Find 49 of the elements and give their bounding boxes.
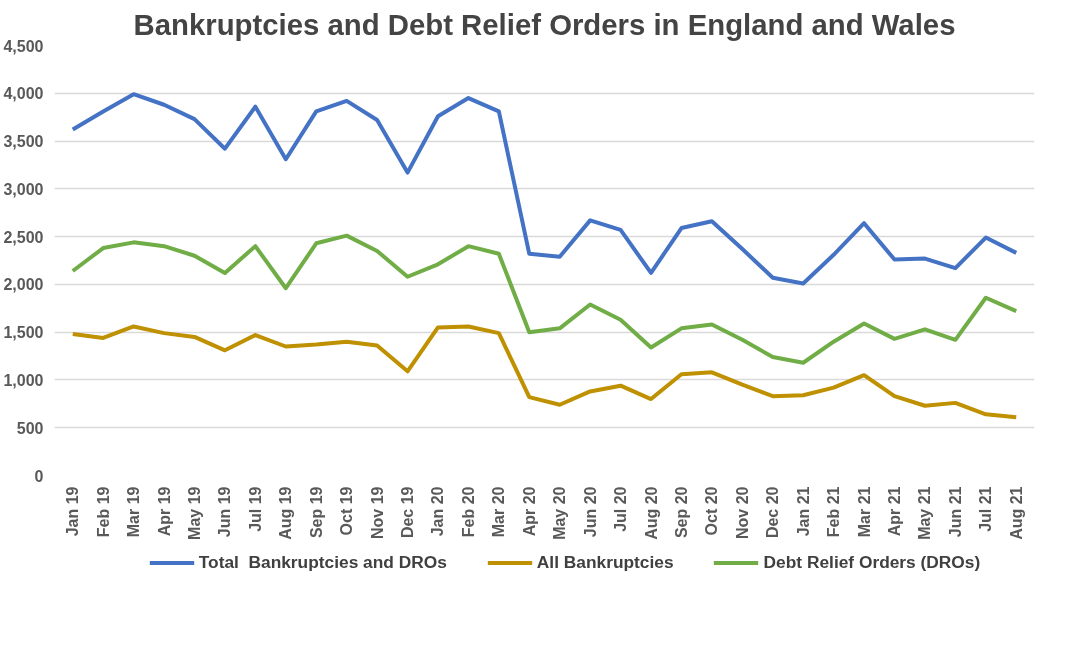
y-tick-label: 3,500	[3, 133, 44, 151]
x-tick-label: Dec 20	[764, 486, 782, 539]
x-tick-label: Jul 19	[246, 486, 264, 532]
x-tick-label: Feb 19	[94, 486, 112, 538]
x-tick-label: Apr 20	[520, 486, 538, 537]
x-tick-label: Apr 19	[155, 486, 173, 537]
x-tick-label: Jan 21	[794, 486, 812, 537]
x-tick-label: Nov 20	[733, 486, 751, 539]
y-tick-label: 3,000	[3, 180, 44, 198]
x-tick-label: May 20	[551, 486, 569, 540]
x-tick-label: Jan 19	[64, 486, 82, 537]
legend-label: Total Bankruptcies and DROs	[198, 551, 447, 573]
y-tick-label: 0	[34, 467, 44, 485]
x-tick-label: Feb 21	[825, 486, 843, 538]
y-tick-label: 1,500	[3, 324, 44, 342]
line-series	[70, 324, 1019, 420]
line-series	[70, 92, 1019, 286]
line-series	[70, 233, 1019, 365]
y-tick-label: 500	[16, 419, 44, 437]
x-tick-label: Mar 21	[855, 486, 873, 538]
x-tick-label: Sep 19	[307, 486, 325, 539]
chart-title: Bankruptcies and Debt Relief Orders in England and Wales	[133, 7, 956, 41]
legend-label: All Bankruptcies	[536, 551, 674, 573]
x-tick-label: Aug 20	[642, 486, 660, 540]
x-tick-label: Feb 20	[459, 486, 477, 538]
x-tick-label: Jun 19	[216, 486, 234, 538]
y-tick-label: 1,000	[3, 371, 44, 389]
x-tick-label: Jun 20	[581, 486, 599, 538]
x-tick-label: Apr 21	[886, 486, 903, 537]
x-tick-label: Aug 21	[1007, 486, 1025, 540]
x-tick-label: Aug 19	[277, 486, 295, 540]
y-tick-label: 2,500	[3, 228, 44, 246]
x-tick-label: Jan 20	[429, 486, 447, 537]
x-tick-label: Sep 20	[672, 486, 690, 539]
legend-label: Debt Relief Orders (DROs)	[763, 551, 981, 573]
y-tick-label: 4,500	[3, 37, 44, 55]
x-tick-label: May 19	[186, 486, 203, 540]
x-tick-label: Mar 19	[125, 486, 143, 538]
y-tick-label: 2,000	[3, 276, 44, 294]
x-tick-label: Jun 21	[946, 486, 964, 538]
x-tick-label: Jul 21	[977, 486, 995, 532]
x-tick-label: May 21	[916, 486, 934, 540]
y-tick-label: 4,000	[3, 85, 44, 103]
x-tick-label: Dec 19	[399, 486, 417, 539]
x-tick-label: Nov 19	[368, 486, 386, 539]
x-tick-label: Mar 20	[490, 486, 508, 538]
x-tick-label: Oct 20	[703, 486, 721, 536]
x-tick-label: Oct 19	[338, 486, 356, 536]
x-tick-label: Jul 20	[612, 486, 630, 532]
